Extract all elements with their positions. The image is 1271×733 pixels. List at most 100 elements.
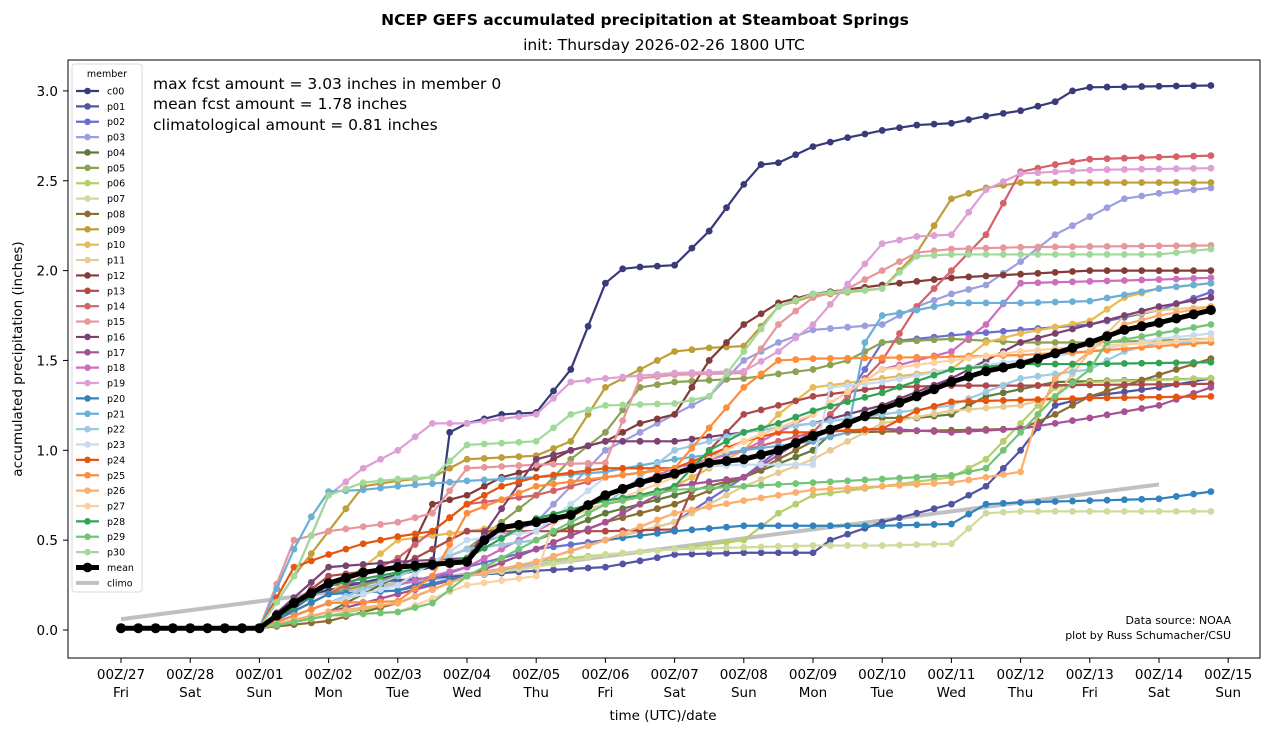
p22-point — [1069, 368, 1076, 376]
p16-point — [1051, 330, 1059, 337]
y-tick-label: 1.0 — [37, 443, 58, 459]
p29-point — [982, 464, 990, 472]
p29-point — [1051, 392, 1059, 400]
p15-point — [290, 536, 298, 544]
p20-point — [325, 590, 332, 598]
p21-point — [878, 312, 886, 319]
legend-marker — [84, 518, 91, 525]
p18-point — [982, 321, 990, 328]
p16-point — [1121, 312, 1128, 319]
legend-label: p13 — [107, 286, 125, 297]
mean-point — [1050, 348, 1061, 359]
p26-point — [480, 569, 488, 576]
p29-point — [342, 611, 350, 619]
p21-point — [1069, 298, 1076, 305]
p05-point — [913, 337, 921, 345]
p28-line — [121, 361, 1211, 630]
p26-point — [429, 586, 436, 593]
p15-point — [1103, 243, 1111, 250]
p05-point — [826, 361, 834, 369]
p03-point — [861, 322, 869, 330]
p26-point — [861, 483, 869, 491]
legend-marker — [84, 210, 91, 218]
p05-point — [653, 381, 661, 389]
p30-point — [515, 438, 523, 446]
p03-point — [1138, 192, 1146, 200]
p09-point — [653, 357, 661, 364]
p03-point — [948, 290, 955, 298]
p13-point — [1172, 380, 1180, 388]
p21-point — [290, 545, 298, 553]
p29-point — [1138, 333, 1146, 340]
p02-point — [982, 329, 990, 336]
c00-point — [809, 143, 817, 151]
p12-point — [757, 310, 765, 318]
p12-point — [965, 273, 973, 281]
p07-point — [948, 540, 955, 548]
p07-point — [896, 541, 903, 549]
c00-point — [446, 428, 454, 436]
p29-point — [550, 527, 557, 535]
mean-point — [392, 562, 403, 573]
c00-point — [775, 159, 782, 167]
p24-point — [377, 536, 384, 544]
p12-point — [1190, 267, 1197, 274]
p25-point — [532, 482, 540, 490]
p30-point — [1121, 251, 1128, 258]
p03-point — [636, 428, 644, 436]
p12-point — [1207, 267, 1215, 274]
legend-item-p22: p22 — [76, 425, 125, 436]
legend-label: p01 — [107, 102, 125, 113]
p21-point — [480, 476, 488, 484]
p18-point — [446, 568, 454, 575]
p27-point — [1121, 340, 1128, 348]
p18-point — [1103, 277, 1111, 285]
p09-point — [1069, 179, 1076, 186]
p07-point — [809, 542, 817, 549]
p30-point — [826, 289, 834, 297]
p23-point — [532, 527, 540, 535]
p13-point — [792, 397, 800, 405]
mean-point — [1188, 309, 1199, 320]
p07-point — [619, 549, 627, 557]
p29-point — [394, 608, 402, 616]
p27-point — [1207, 335, 1215, 343]
legend-label: p15 — [107, 317, 125, 328]
plot-frame — [67, 59, 1261, 659]
p17-point — [1103, 411, 1111, 419]
legend-marker — [84, 379, 91, 387]
p26-point — [844, 484, 851, 492]
p15-point — [377, 521, 384, 528]
plot-area — [67, 59, 1261, 659]
p16-point — [307, 578, 315, 586]
p01-point — [930, 505, 938, 513]
legend-marker — [84, 348, 91, 356]
p24-point — [861, 426, 869, 434]
p09-point — [636, 366, 644, 373]
p20-point — [688, 526, 696, 534]
x-tick-label-day: Thu — [1007, 685, 1033, 701]
p15-point — [965, 245, 973, 252]
p21-point — [930, 303, 938, 310]
p30-point — [1172, 249, 1180, 257]
p20-point — [896, 521, 903, 529]
p26-line — [121, 305, 1212, 630]
p24-point — [619, 464, 627, 472]
p21-point — [982, 299, 990, 307]
p01-point — [965, 491, 973, 499]
p09-point — [550, 445, 557, 452]
p28-point — [1103, 360, 1111, 368]
p20-point — [705, 525, 713, 532]
legend-item-p24: p24 — [76, 455, 125, 466]
p30-point — [965, 251, 973, 258]
p26-point — [809, 486, 817, 494]
p12-point — [480, 482, 488, 490]
p12-point — [930, 276, 938, 283]
p09-point — [1103, 179, 1111, 186]
c00-point — [636, 263, 644, 271]
p13-point — [1034, 382, 1042, 389]
p20-point — [913, 521, 921, 529]
p15-point — [584, 459, 592, 467]
p07-point — [1121, 507, 1128, 515]
p29-point — [532, 536, 540, 544]
